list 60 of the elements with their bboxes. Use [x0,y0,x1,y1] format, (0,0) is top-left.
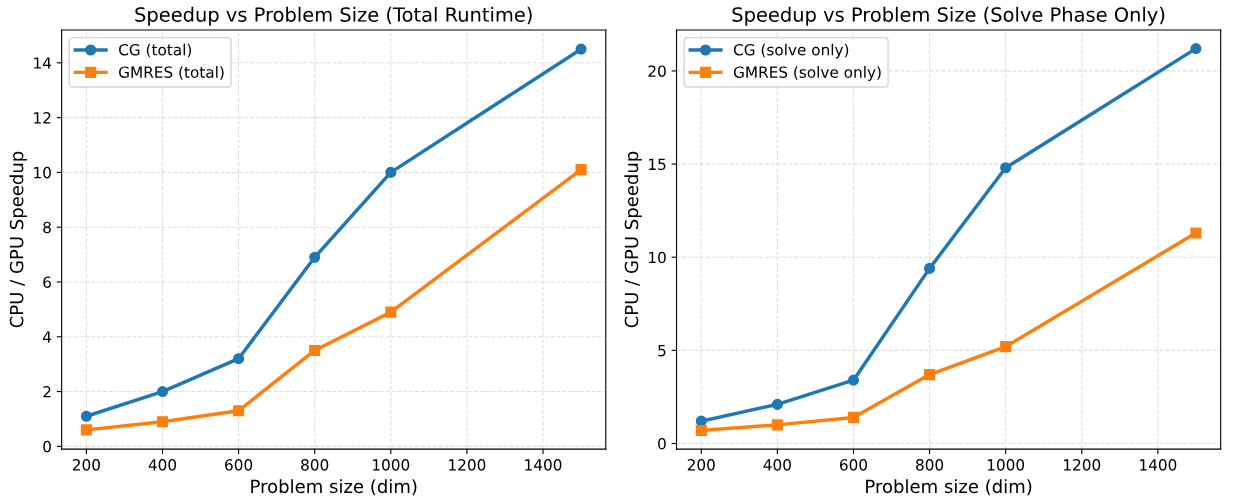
point [575,43,587,55]
legend-label: GMRES (total) [119,66,224,80]
y-tick-label: 4 [42,331,52,343]
legend-label: CG (solve only) [733,43,849,59]
y-tick-label: 20 [648,65,666,77]
x-tick-label: 1200 [1064,459,1101,471]
y-tick-label: 0 [43,440,51,453]
x-tick-label: 1400 [525,459,562,471]
point [575,164,587,176]
y-tick-label: 14 [34,57,52,69]
point [1000,162,1012,174]
x-axis-title: Problem size (dim) [866,479,1032,496]
y-tick-label: 2 [43,386,51,398]
y-tick-label: 15 [649,158,666,171]
y-tick-label: 10 [34,166,51,179]
y-tick-label: 8 [43,221,51,234]
chart-title: Speedup vs Problem Size (Total Runtime) [135,6,532,26]
x-tick-label: 200 [687,459,715,471]
x-tick-label: 800 [301,459,329,471]
point [1000,341,1012,353]
point [309,251,321,263]
y-tick-label: 5 [658,345,666,357]
x-tick-label: 800 [916,459,944,471]
point [847,411,860,423]
point [924,369,936,381]
x-tick-label: 1000 [987,459,1025,471]
x-tick-label: 200 [72,459,100,471]
point [847,374,860,386]
y-axis-title: CPU / GPU Speedup [624,151,642,328]
y-tick-label: 12 [34,112,51,124]
x-tick-label: 1000 [373,459,410,471]
point [1190,43,1202,55]
y-tick-label: 0 [658,437,666,450]
legend-label: GMRES (solve only) [733,66,881,81]
legend-label: CG (total) [119,43,192,58]
point [771,398,783,410]
point [695,424,707,437]
x-tick-label: 600 [839,459,868,471]
y-tick-label: 10 [649,251,666,264]
point [156,416,169,428]
y-tick-label: 6 [43,276,51,289]
point [233,405,245,417]
x-tick-label: 1400 [1140,459,1177,471]
point [233,353,245,365]
x-tick-label: 600 [225,459,253,471]
point [1190,227,1202,239]
x-tick-label: 1200 [449,459,486,471]
point [80,424,92,436]
point [385,166,397,178]
point [309,344,321,357]
point [156,386,169,398]
x-axis-title: Problem size (dim) [251,479,417,496]
chart-title: Speedup vs Problem Size (Solve Phase Only) [732,6,1165,26]
point [80,410,92,422]
point [924,262,936,274]
point [385,306,397,318]
point [771,419,783,431]
x-tick-label: 400 [148,459,177,471]
x-tick-label: 400 [763,459,791,471]
y-axis-title: CPU / GPU Speedup [9,151,27,328]
